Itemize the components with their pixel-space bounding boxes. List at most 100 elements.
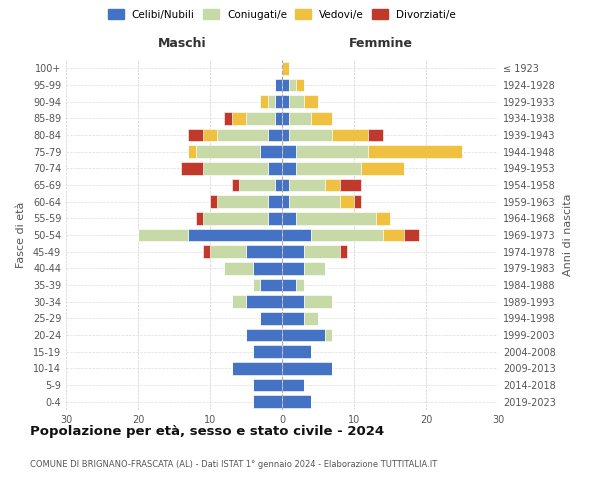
Bar [268, 212, 282, 224]
Bar [210, 196, 217, 208]
Bar [217, 196, 268, 208]
Bar [282, 112, 289, 124]
Bar [188, 146, 196, 158]
Bar [282, 396, 311, 408]
Y-axis label: Fasce di età: Fasce di età [16, 202, 26, 268]
Bar [282, 329, 325, 341]
Bar [275, 96, 282, 108]
Bar [224, 112, 232, 124]
Bar [282, 179, 289, 191]
Bar [296, 146, 368, 158]
Bar [196, 212, 203, 224]
Bar [275, 112, 282, 124]
Bar [260, 96, 268, 108]
Bar [282, 212, 296, 224]
Bar [282, 296, 304, 308]
Bar [296, 162, 361, 174]
Bar [383, 229, 404, 241]
Bar [282, 362, 332, 374]
Legend: Celibi/Nubili, Coniugati/e, Vedovi/e, Divorziati/e: Celibi/Nubili, Coniugati/e, Vedovi/e, Di… [104, 5, 460, 24]
Bar [282, 346, 311, 358]
Bar [246, 112, 275, 124]
Bar [332, 128, 368, 141]
Bar [232, 179, 239, 191]
Bar [282, 262, 304, 274]
Bar [203, 246, 210, 258]
Bar [282, 196, 289, 208]
Bar [304, 312, 318, 324]
Bar [368, 128, 383, 141]
Bar [239, 179, 275, 191]
Bar [289, 179, 325, 191]
Bar [340, 196, 354, 208]
Bar [253, 279, 260, 291]
Bar [268, 96, 275, 108]
Bar [210, 246, 246, 258]
Bar [340, 179, 361, 191]
Bar [253, 396, 282, 408]
Bar [311, 112, 332, 124]
Bar [304, 246, 340, 258]
Bar [260, 146, 282, 158]
Bar [217, 128, 268, 141]
Bar [289, 96, 304, 108]
Bar [232, 112, 246, 124]
Bar [282, 128, 289, 141]
Bar [268, 162, 282, 174]
Bar [282, 229, 311, 241]
Bar [203, 162, 268, 174]
Bar [368, 146, 462, 158]
Bar [289, 79, 296, 92]
Bar [181, 162, 203, 174]
Bar [260, 279, 282, 291]
Bar [224, 262, 253, 274]
Bar [246, 329, 282, 341]
Bar [296, 279, 304, 291]
Bar [282, 246, 304, 258]
Bar [188, 229, 282, 241]
Bar [354, 196, 361, 208]
Bar [196, 146, 260, 158]
Bar [282, 162, 296, 174]
Bar [282, 379, 304, 391]
Bar [253, 346, 282, 358]
Bar [260, 312, 282, 324]
Text: Popolazione per età, sesso e stato civile - 2024: Popolazione per età, sesso e stato civil… [30, 425, 384, 438]
Bar [282, 79, 289, 92]
Bar [268, 196, 282, 208]
Bar [296, 79, 304, 92]
Bar [361, 162, 404, 174]
Bar [340, 246, 347, 258]
Bar [232, 362, 282, 374]
Bar [282, 96, 289, 108]
Bar [311, 229, 383, 241]
Bar [268, 128, 282, 141]
Bar [203, 128, 217, 141]
Bar [275, 79, 282, 92]
Bar [282, 62, 289, 74]
Bar [325, 329, 332, 341]
Bar [253, 379, 282, 391]
Bar [376, 212, 390, 224]
Bar [304, 262, 325, 274]
Text: Maschi: Maschi [158, 36, 207, 50]
Bar [304, 296, 332, 308]
Bar [282, 312, 304, 324]
Bar [289, 112, 311, 124]
Bar [289, 128, 332, 141]
Bar [275, 179, 282, 191]
Bar [282, 146, 296, 158]
Bar [253, 262, 282, 274]
Bar [325, 179, 340, 191]
Bar [203, 212, 268, 224]
Bar [282, 279, 296, 291]
Bar [138, 229, 188, 241]
Bar [232, 296, 246, 308]
Text: Femmine: Femmine [349, 36, 413, 50]
Bar [188, 128, 203, 141]
Bar [304, 96, 318, 108]
Text: COMUNE DI BRIGNANO-FRASCATA (AL) - Dati ISTAT 1° gennaio 2024 - Elaborazione TUT: COMUNE DI BRIGNANO-FRASCATA (AL) - Dati … [30, 460, 437, 469]
Bar [296, 212, 376, 224]
Bar [289, 196, 340, 208]
Bar [246, 246, 282, 258]
